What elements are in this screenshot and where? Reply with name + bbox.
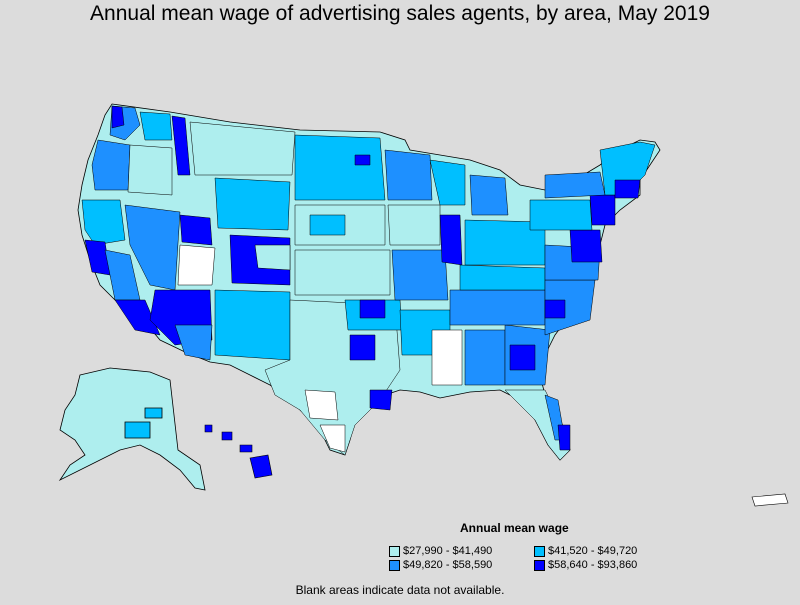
region-chicago	[439, 214, 463, 266]
region-michigan	[469, 174, 509, 216]
hawaii	[204, 424, 273, 479]
region-utah-blank	[177, 244, 216, 286]
region-nyc	[589, 194, 616, 226]
region-pennsylvania	[529, 199, 593, 231]
region-kansas	[294, 249, 391, 296]
region-oregon-west	[91, 139, 131, 191]
region-boston	[614, 179, 641, 199]
legend-swatch-1	[389, 545, 400, 557]
region-tx-dallas	[349, 334, 376, 361]
region-minnesota	[384, 149, 433, 201]
region-tx-blank-2	[319, 424, 346, 453]
region-oregon-east	[127, 144, 173, 196]
legend-swatch-2	[534, 545, 545, 557]
region-wa-east	[139, 111, 173, 141]
legend-item-2: $41,520 - $49,720	[534, 545, 637, 557]
legend-label-1: $27,990 - $41,490	[403, 545, 493, 557]
legend-label-4: $58,640 - $93,860	[548, 559, 638, 571]
alaska-region-blue	[144, 407, 163, 419]
legend-item-3: $49,820 - $58,590	[389, 559, 492, 571]
hawaii-kauai	[204, 424, 213, 433]
region-wisconsin	[429, 159, 466, 206]
legend-item-4: $58,640 - $93,860	[534, 559, 637, 571]
region-ne-blue	[309, 214, 346, 236]
region-az-south	[174, 324, 213, 361]
region-montana	[189, 121, 296, 176]
legend-swatch-4	[534, 559, 545, 571]
map-title: Annual mean wage of advertising sales ag…	[90, 2, 710, 25]
hawaii-oahu	[221, 431, 233, 441]
legend-label-3: $49,820 - $58,590	[403, 559, 493, 571]
region-wyoming	[214, 177, 291, 231]
region-idaho-north	[171, 115, 191, 176]
region-ca-north	[81, 199, 126, 246]
region-tx-blank-1	[304, 389, 339, 421]
puerto-rico	[751, 493, 789, 507]
region-ca-south	[114, 299, 161, 336]
region-alabama	[464, 329, 506, 386]
puerto-rico-shape	[751, 493, 789, 507]
region-tx-houston	[369, 389, 393, 411]
region-charlotte	[544, 299, 566, 319]
region-new-england	[599, 141, 656, 196]
legend-title: Annual mean wage	[460, 521, 569, 535]
region-kentucky	[459, 264, 546, 291]
region-nevada	[124, 204, 181, 291]
hawaii-maui	[239, 444, 253, 453]
region-new-mexico	[214, 289, 291, 361]
region-miami	[557, 424, 571, 451]
legend-swatch-3	[389, 559, 400, 571]
legend-item-1: $27,990 - $41,490	[389, 545, 492, 557]
region-mississippi-blank	[431, 329, 463, 386]
legend-label-2: $41,520 - $49,720	[548, 545, 638, 557]
regions	[81, 105, 656, 461]
region-dakotas	[294, 134, 386, 201]
alaska	[58, 367, 206, 491]
region-tennessee	[449, 289, 546, 326]
region-missouri	[391, 249, 449, 301]
region-dc-baltimore	[569, 229, 603, 263]
region-iowa	[387, 204, 441, 246]
region-utah-blue	[179, 214, 213, 246]
hawaii-big-island	[249, 454, 273, 479]
region-ok-blue	[359, 299, 386, 319]
data-availability-note: Blank areas indicate data not available.	[295, 583, 505, 597]
region-atlanta	[509, 344, 536, 371]
alaska-region-anchorage	[124, 421, 151, 439]
region-seattle	[111, 105, 125, 129]
region-new-york	[544, 171, 606, 199]
region-co-east	[254, 244, 291, 271]
region-nd-blue	[354, 154, 371, 166]
